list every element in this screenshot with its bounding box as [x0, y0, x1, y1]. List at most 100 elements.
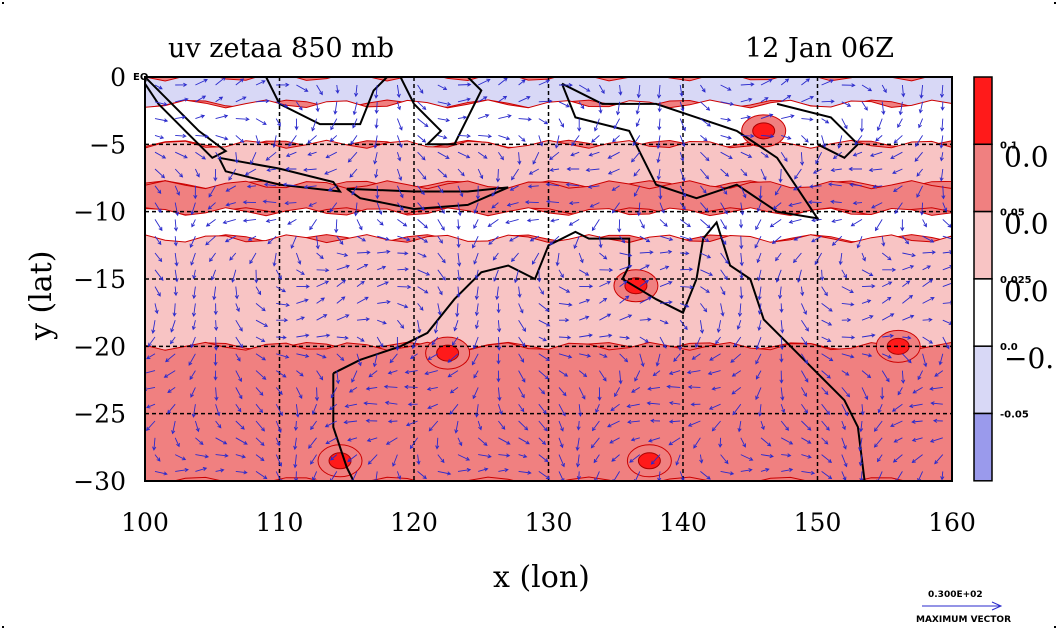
wind-vector	[841, 269, 847, 279]
wind-vector	[330, 387, 338, 399]
wind-vector	[145, 420, 156, 431]
wind-vector	[303, 184, 317, 190]
wind-vector	[599, 333, 613, 338]
wind-vector	[811, 218, 822, 223]
wind-vector	[538, 370, 549, 380]
wind-vector	[591, 420, 600, 432]
wind-vector	[351, 185, 358, 196]
wind-vector	[255, 403, 264, 414]
wind-vector	[518, 353, 525, 363]
wind-vector	[290, 236, 297, 249]
wind-vector	[633, 185, 641, 197]
wind-vector	[841, 387, 851, 398]
wind-vector	[189, 236, 196, 249]
wind-vector	[916, 168, 923, 177]
coastline	[332, 373, 355, 481]
wind-vector	[397, 302, 409, 309]
wind-vector	[316, 252, 324, 260]
wind-vector	[396, 185, 404, 199]
wind-vector	[175, 97, 189, 103]
wind-vector	[417, 269, 431, 276]
wind-vector	[679, 135, 686, 148]
wind-vector	[679, 202, 686, 210]
wind-vector	[363, 401, 378, 406]
wind-vector	[577, 118, 582, 132]
wind-vector	[428, 420, 439, 432]
wind-vector	[720, 252, 729, 265]
wind-vector	[368, 370, 378, 378]
wind-vector	[473, 252, 479, 265]
wind-vector	[192, 269, 197, 280]
wind-vector	[389, 353, 398, 364]
wind-vector	[235, 135, 245, 143]
wind-vector	[578, 387, 586, 400]
wind-vector	[720, 454, 729, 465]
wind-vector	[174, 185, 180, 196]
wind-vector	[193, 185, 198, 200]
wind-vector	[348, 387, 358, 393]
wind-vector	[875, 135, 883, 142]
wind-vector	[410, 353, 418, 359]
wind-vector	[876, 454, 883, 463]
wind-vector	[859, 420, 864, 433]
wind-vector	[356, 336, 365, 342]
wind-vector	[769, 219, 782, 228]
wind-vector	[659, 235, 674, 242]
wind-vector	[235, 353, 241, 362]
wind-vector	[801, 470, 816, 475]
wind-vector	[893, 437, 903, 443]
wind-vector	[225, 185, 237, 192]
wind-vector	[344, 403, 358, 409]
wind-vector	[146, 353, 156, 360]
wind-vector	[417, 84, 424, 94]
wind-vector	[437, 235, 443, 244]
wind-vector	[619, 314, 633, 321]
wind-vector	[595, 404, 600, 414]
wind-vector	[914, 151, 923, 162]
wind-vector	[893, 185, 903, 193]
wind-vector	[700, 219, 711, 229]
wind-vector	[568, 201, 580, 206]
wind-vector	[771, 235, 782, 245]
max-vector-legend: 0.300E+02 MAXIMUM VECTOR	[916, 590, 1011, 625]
wind-vector	[629, 454, 641, 463]
wind-vector	[720, 185, 728, 195]
wind-vector	[235, 454, 246, 459]
wind-vector	[528, 168, 540, 175]
wind-vector	[760, 151, 769, 158]
wind-vector	[235, 303, 240, 313]
wind-vector	[375, 185, 380, 200]
wind-vector	[679, 101, 685, 112]
wind-vector	[213, 353, 218, 367]
wind-vector	[147, 336, 156, 347]
wind-vector	[356, 219, 363, 231]
wind-vector	[517, 286, 522, 299]
wind-vector	[821, 437, 829, 445]
wind-vector	[778, 168, 783, 183]
wind-vector	[310, 420, 317, 431]
wind-vector	[812, 168, 822, 174]
coastline	[346, 186, 509, 211]
wind-vector	[296, 284, 310, 289]
wind-vector	[757, 286, 762, 301]
wind-vector	[456, 219, 461, 231]
wind-vector	[837, 135, 843, 149]
wind-vector	[919, 84, 924, 99]
wind-vector	[578, 269, 590, 276]
wind-vector	[680, 302, 690, 308]
wind-vector	[881, 370, 890, 383]
wind-vector	[578, 101, 585, 110]
wind-vector	[224, 235, 237, 243]
wind-vector	[356, 317, 371, 322]
wind-vector	[175, 82, 188, 87]
wind-vector	[740, 437, 746, 448]
wind-vector	[473, 202, 479, 214]
wind-vector	[456, 236, 461, 249]
wind-vector	[275, 286, 287, 293]
wind-vector	[575, 437, 580, 452]
wind-vector	[775, 252, 782, 262]
wind-vector	[859, 118, 864, 133]
wind-vector	[538, 454, 549, 463]
wind-vector	[356, 280, 365, 287]
wind-vector	[213, 168, 218, 182]
